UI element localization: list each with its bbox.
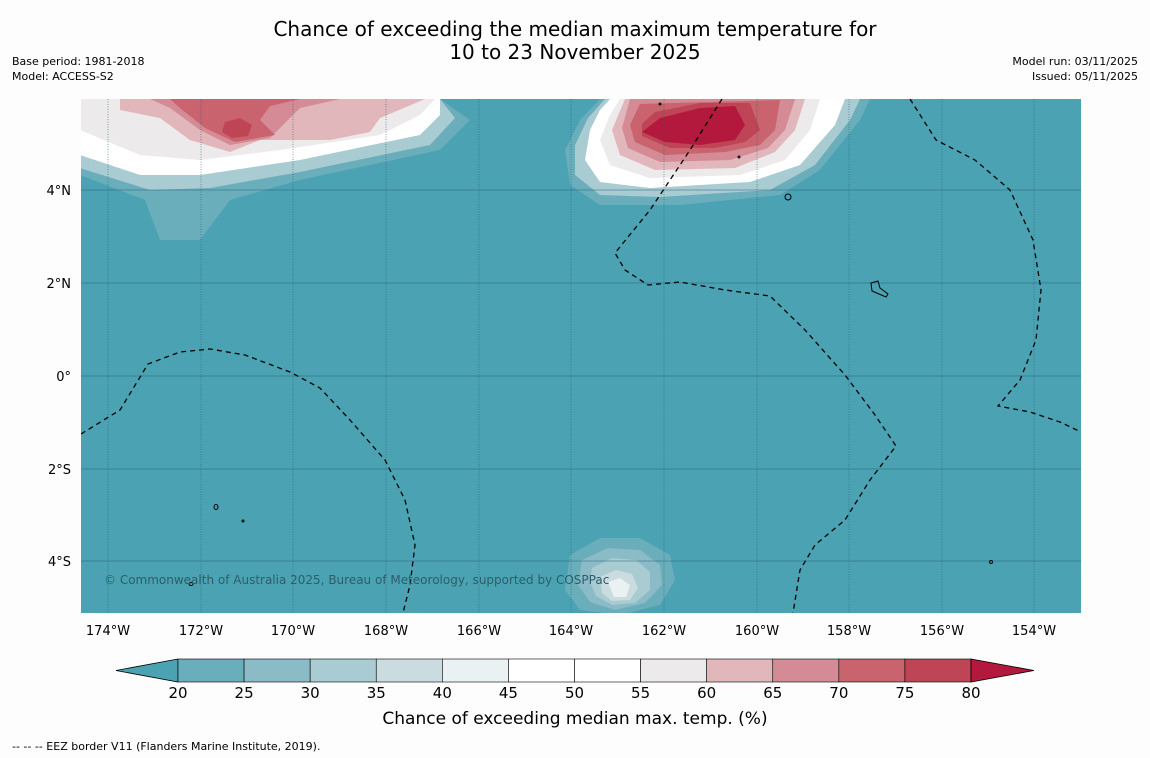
lat-label: 2°N [47, 277, 72, 292]
lon-axis: 174°W 172°W 170°W 168°W 166°W 164°W 162°… [86, 624, 1056, 639]
colorbar-segment [838, 658, 906, 683]
colorbar-tick-label: 40 [432, 684, 452, 702]
colorbar-tick-label: 60 [697, 684, 717, 702]
colorbar [115, 658, 1035, 683]
lat-axis: 4°N 2°N 0° 2°S 4°S [47, 184, 72, 570]
colorbar-segment [309, 658, 377, 683]
contour-nw-75 [222, 118, 252, 138]
colorbar-segment [706, 658, 774, 683]
lat-label: 4°N [47, 184, 72, 199]
contour-s-45 [608, 578, 630, 597]
colorbar-arrow-low [115, 658, 179, 683]
lon-label: 174°W [86, 624, 130, 639]
island [241, 519, 245, 523]
islands [188, 102, 993, 586]
eez-border-east [909, 99, 1081, 433]
colorbar-segment [243, 658, 311, 683]
colorbar-tick-label: 70 [829, 684, 849, 702]
issued-date: Issued: 05/11/2025 [1031, 70, 1138, 83]
island [213, 504, 219, 510]
colorbar-segment [640, 658, 707, 683]
lon-label: 166°W [457, 624, 501, 639]
lat-gridlines [81, 189, 1081, 562]
model-name: Model: ACCESS-S2 [12, 70, 114, 83]
footnote: -- -- -- EEZ border V11 (Flanders Marine… [12, 740, 321, 753]
eez-border-center [614, 99, 897, 613]
lon-label: 156°W [920, 624, 964, 639]
lon-label: 170°W [271, 624, 315, 639]
colorbar-tick-label: 30 [300, 684, 320, 702]
lon-label: 168°W [364, 624, 408, 639]
lon-label: 172°W [179, 624, 223, 639]
title-line-1: Chance of exceeding the median maximum t… [273, 17, 877, 41]
copyright-text: © Commonwealth of Australia 2025, Bureau… [104, 573, 609, 587]
eez-border-west [81, 348, 416, 613]
island [870, 280, 889, 298]
lat-label: 0° [56, 370, 71, 385]
chart-title: Chance of exceeding the median maximum t… [0, 18, 1150, 64]
meta-left: Base period: 1981-2018 Model: ACCESS-S2 [12, 54, 144, 84]
island [658, 102, 662, 106]
colorbar-arrow-high [970, 658, 1035, 683]
colorbar-tick-label: 75 [895, 684, 915, 702]
island [989, 560, 993, 564]
colorbar-segment [442, 658, 509, 683]
colorbar-tick-label: 20 [168, 684, 188, 702]
colorbar-segment [904, 658, 972, 683]
lon-label: 160°W [735, 624, 779, 639]
island [737, 155, 741, 159]
colorbar-segment [177, 658, 245, 683]
title-line-2: 10 to 23 November 2025 [449, 40, 701, 64]
base-period: Base period: 1981-2018 [12, 55, 145, 68]
lon-label: 164°W [549, 624, 593, 639]
gridlines [107, 99, 1035, 613]
meta-right: Model run: 03/11/2025 Issued: 05/11/2025 [1012, 54, 1138, 84]
colorbar-tick-label: 80 [961, 684, 981, 702]
colorbar-tick-label: 65 [763, 684, 783, 702]
colorbar-tick-label: 55 [631, 684, 651, 702]
colorbar-tick-label: 25 [234, 684, 254, 702]
lon-label: 154°W [1012, 624, 1056, 639]
colorbar-tick-label: 35 [366, 684, 386, 702]
island [784, 193, 792, 201]
probability-contours [81, 99, 870, 613]
colorbar-segment [574, 658, 641, 683]
lat-label: 4°S [48, 555, 71, 570]
eez-borders [81, 99, 1081, 613]
colorbar-segment [508, 658, 575, 683]
island [188, 582, 194, 586]
model-run: Model run: 03/11/2025 [1012, 55, 1138, 68]
colorbar-label: Chance of exceeding median max. temp. (%… [382, 709, 768, 729]
colorbar-segment [772, 658, 840, 683]
lon-label: 158°W [827, 624, 871, 639]
colorbar-tick-label: 45 [498, 684, 518, 702]
colorbar-tick-label: 50 [564, 684, 585, 702]
colorbar-segment [375, 658, 443, 683]
lat-label: 2°S [48, 463, 71, 478]
lon-label: 162°W [642, 624, 686, 639]
contour-nc-80 [642, 106, 745, 145]
